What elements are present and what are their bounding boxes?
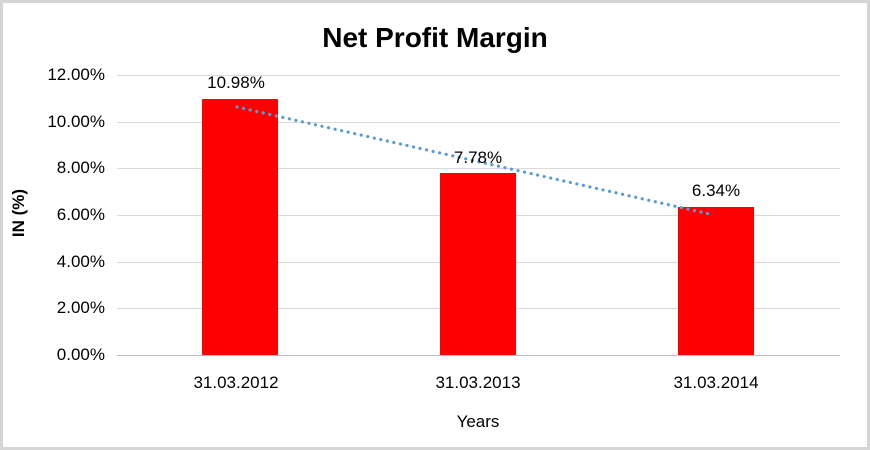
bar-31-03-2014 <box>678 207 754 355</box>
data-label: 10.98% <box>207 73 265 92</box>
y-tick-label: 12.00% <box>47 65 105 84</box>
data-label: 6.34% <box>691 181 741 200</box>
y-tick-label: 4.00% <box>56 252 105 271</box>
bar-31-03-2013 <box>440 173 516 355</box>
y-tick-label: 8.00% <box>56 158 105 177</box>
gridline <box>117 75 840 76</box>
y-tick-label: 2.00% <box>56 298 105 317</box>
category-label: 31.03.2012 <box>193 373 279 392</box>
x-axis-line <box>117 355 840 356</box>
data-label: 7.78% <box>453 148 503 167</box>
y-tick-label: 6.00% <box>56 205 105 224</box>
x-axis-title: Years <box>456 412 500 431</box>
y-tick-label: 0.00% <box>56 345 105 364</box>
category-label: 31.03.2013 <box>435 373 521 392</box>
chart-title: Net Profit Margin <box>322 22 548 53</box>
y-tick-label: 10.00% <box>47 112 105 131</box>
y-axis-title: IN (%) <box>9 188 28 238</box>
category-label: 31.03.2014 <box>673 373 759 392</box>
bar-31-03-2012 <box>202 99 278 355</box>
